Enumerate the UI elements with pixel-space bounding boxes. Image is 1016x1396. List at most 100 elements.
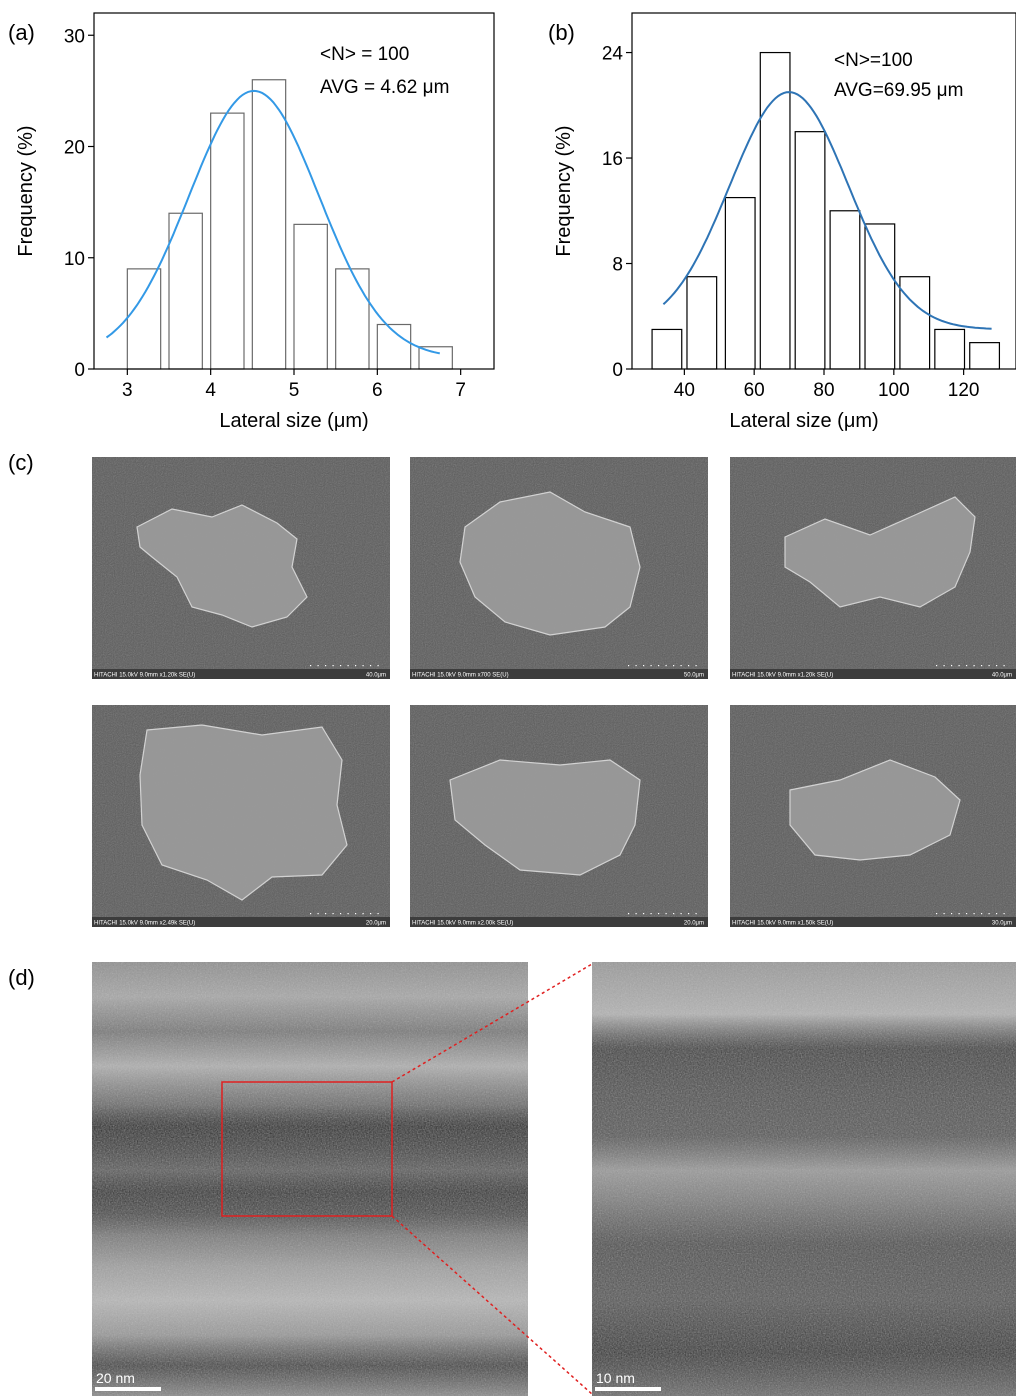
sem-scale-dot (355, 913, 357, 915)
bar (651, 328, 683, 370)
sem-scale-dot (635, 665, 637, 667)
tem-image-right: 10 nm (592, 962, 1016, 1396)
sem-scale-dot (966, 665, 968, 667)
panel-label-c: (c) (8, 450, 34, 475)
sem-scale-dot (981, 913, 983, 915)
sem-info-bar (730, 669, 1016, 679)
sem-scale-dot (362, 913, 364, 915)
sem-scale-dot (695, 913, 697, 915)
x-tick-label: 40 (674, 380, 695, 401)
x-axis-label-b: Lateral size (μm) (729, 410, 878, 432)
sem-scale-dot (688, 913, 690, 915)
sem-scale-label: 30.0μm (992, 921, 1012, 927)
gaussian-fit-b (662, 91, 992, 330)
sem-scale-dot (325, 913, 327, 915)
y-ticks-a: 0 10 20 30 (64, 26, 94, 381)
x-tick-label: 3 (122, 380, 133, 401)
y-tick-label: 8 (612, 255, 623, 276)
y-axis-label-b: Frequency (%) (553, 125, 575, 256)
bar (168, 212, 203, 370)
sem-scale-label: 50.0μm (684, 673, 704, 679)
x-tick-label: 5 (289, 380, 300, 401)
sem-scale-dot (996, 913, 998, 915)
sem-image: HITACHI 15.0kV 9.0mm x1.50k SE(U) 30.0μm (730, 705, 1016, 927)
sem-scale-dot (310, 665, 312, 667)
panel-label-a: (a) (8, 20, 35, 45)
scale-bar-tem-right (595, 1387, 661, 1391)
sem-scale-dot (347, 665, 349, 667)
sem-scale-dot (370, 913, 372, 915)
histogram-chart-b: 40 60 80 100 120 0 8 16 24 <N>=100 AVG=69.95 μm… (553, 12, 1016, 432)
flake-shape (449, 759, 641, 876)
bar (759, 51, 791, 370)
x-tick-label: 6 (372, 380, 383, 401)
sem-scale-dot (936, 913, 938, 915)
x-ticks-b: 40 60 80 100 120 (674, 369, 980, 401)
sem-scale-dot (370, 665, 372, 667)
sem-scale-dot (1003, 913, 1005, 915)
zoom-connector-top (391, 963, 593, 1083)
sem-scale-dot (943, 665, 945, 667)
bars-a (126, 79, 453, 370)
sem-scale-dot (996, 665, 998, 667)
sem-scale-dot (635, 913, 637, 915)
sem-image: HITACHI 15.0kV 9.0mm x1.20k SE(U) 40.0μm (730, 457, 1016, 679)
bar (829, 210, 861, 370)
sem-scale-dot (317, 665, 319, 667)
sem-scale-dot (1003, 665, 1005, 667)
sem-scale-dot (325, 665, 327, 667)
bar (210, 112, 245, 370)
sem-scale-dot (673, 913, 675, 915)
bar (686, 276, 718, 370)
sem-scale-dot (680, 665, 682, 667)
scale-label-tem-left: 20 nm (96, 1370, 135, 1386)
bar (969, 342, 1001, 370)
bar (899, 276, 931, 370)
zoom-connector-bottom (391, 1215, 593, 1395)
sem-scale-dot (958, 913, 960, 915)
x-tick-label: 120 (948, 380, 980, 401)
sem-scale-dot (362, 665, 364, 667)
flake-shape (459, 491, 641, 636)
sem-scale-dot (988, 665, 990, 667)
sem-scale-dot (650, 665, 652, 667)
sem-info-bar (410, 917, 708, 927)
panel-label-b: (b) (548, 20, 575, 45)
x-tick-label: 80 (813, 380, 834, 401)
sem-scale-dot (665, 913, 667, 915)
y-tick-label: 30 (64, 26, 85, 47)
sem-caption: HITACHI 15.0kV 9.0mm x2.49k SE(U) (94, 921, 195, 927)
sem-caption: HITACHI 15.0kV 9.0mm x1.20k SE(U) (732, 673, 833, 679)
sem-scale-label: 40.0μm (992, 673, 1012, 679)
bar (335, 268, 370, 370)
sem-scale-dot (658, 665, 660, 667)
sem-scale-dot (973, 665, 975, 667)
scale-label-tem-right: 10 nm (596, 1370, 635, 1386)
sem-scale-dot (936, 665, 938, 667)
annotation-n-b: <N>=100 (834, 50, 913, 71)
sem-info-bar (92, 917, 390, 927)
sem-info-bar (410, 669, 708, 679)
bar (724, 196, 756, 370)
sem-scale-dot (355, 665, 357, 667)
y-tick-label: 24 (602, 44, 624, 65)
sem-scale-dot (673, 665, 675, 667)
panel-label-d: (d) (8, 965, 35, 990)
sem-scale-dot (643, 665, 645, 667)
sem-scale-dot (332, 665, 334, 667)
tem-image-left: 20 nm (92, 962, 528, 1396)
sem-scale-dot (340, 913, 342, 915)
bar (794, 131, 826, 370)
sem-image: HITACHI 15.0kV 9.0mm x1.20k SE(U) 40.0μm (92, 457, 390, 679)
x-tick-label: 4 (205, 380, 216, 401)
flake-shape (139, 724, 348, 901)
annotation-avg-a: AVG = 4.62 μm (320, 77, 449, 98)
sem-scale-dot (317, 913, 319, 915)
flake-shape (136, 504, 308, 628)
sem-scale-dot (377, 913, 379, 915)
x-tick-label: 7 (455, 380, 466, 401)
sem-scale-label: 20.0μm (684, 921, 704, 927)
sem-scale-dot (340, 665, 342, 667)
sem-scale-dot (665, 665, 667, 667)
scale-bar-tem-left (95, 1387, 161, 1391)
